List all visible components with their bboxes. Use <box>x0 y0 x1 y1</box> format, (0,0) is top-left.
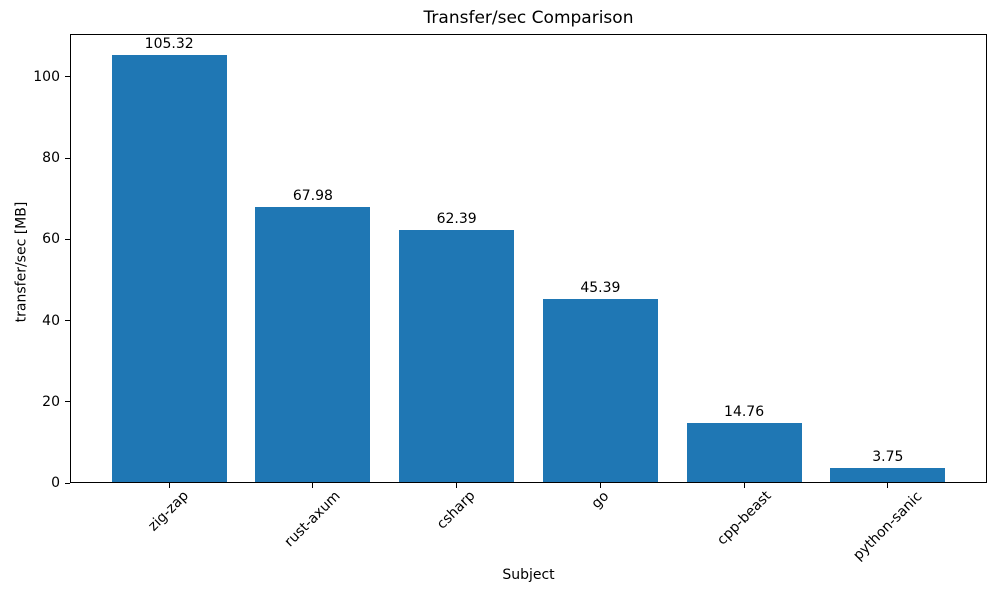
bar-value-label: 45.39 <box>580 279 621 296</box>
x-tick-label: zig-zap <box>145 488 193 535</box>
x-tick-mark <box>168 483 170 488</box>
bar-value-label: 105.32 <box>144 36 194 53</box>
y-tick-mark <box>65 320 70 322</box>
y-tick-label: 100 <box>33 68 60 85</box>
chart-title: Transfer/sec Comparison <box>423 8 634 28</box>
bar-value-label: 3.75 <box>872 448 904 465</box>
y-tick-mark <box>65 238 70 240</box>
x-tick-label: go <box>588 488 613 512</box>
y-tick-label: 80 <box>42 150 60 167</box>
x-tick-mark <box>599 483 601 488</box>
bar-zig-zap <box>111 55 227 483</box>
bar-rust-axum <box>255 206 371 483</box>
y-tick-label: 0 <box>51 475 60 491</box>
y-tick-label: 60 <box>42 231 60 248</box>
x-tick-mark <box>887 483 889 488</box>
x-tick-mark <box>312 483 314 488</box>
x-axis-label: Subject <box>502 567 555 583</box>
x-tick-label: csharp <box>434 488 479 533</box>
y-tick-mark <box>65 157 70 159</box>
bar-cpp-beast <box>686 423 802 483</box>
x-tick-label: cpp-beast <box>713 488 775 549</box>
y-tick-mark <box>65 401 70 403</box>
y-tick-mark <box>65 482 70 484</box>
bar-go <box>542 298 658 483</box>
y-tick-label: 40 <box>42 312 60 329</box>
x-tick-mark <box>743 483 745 488</box>
bar-csharp <box>399 229 515 483</box>
x-tick-label: python-sanic <box>850 488 926 564</box>
x-tick-mark <box>456 483 458 488</box>
x-tick-label: rust-axum <box>281 488 344 551</box>
y-tick-mark <box>65 76 70 78</box>
y-tick-label: 20 <box>42 393 60 410</box>
bar-python-sanic <box>830 467 946 483</box>
bar-value-label: 62.39 <box>436 210 477 227</box>
bar-value-label: 67.98 <box>292 187 333 204</box>
bar-value-label: 14.76 <box>724 404 765 421</box>
y-axis-label: transfer/sec [MB] <box>13 201 30 323</box>
